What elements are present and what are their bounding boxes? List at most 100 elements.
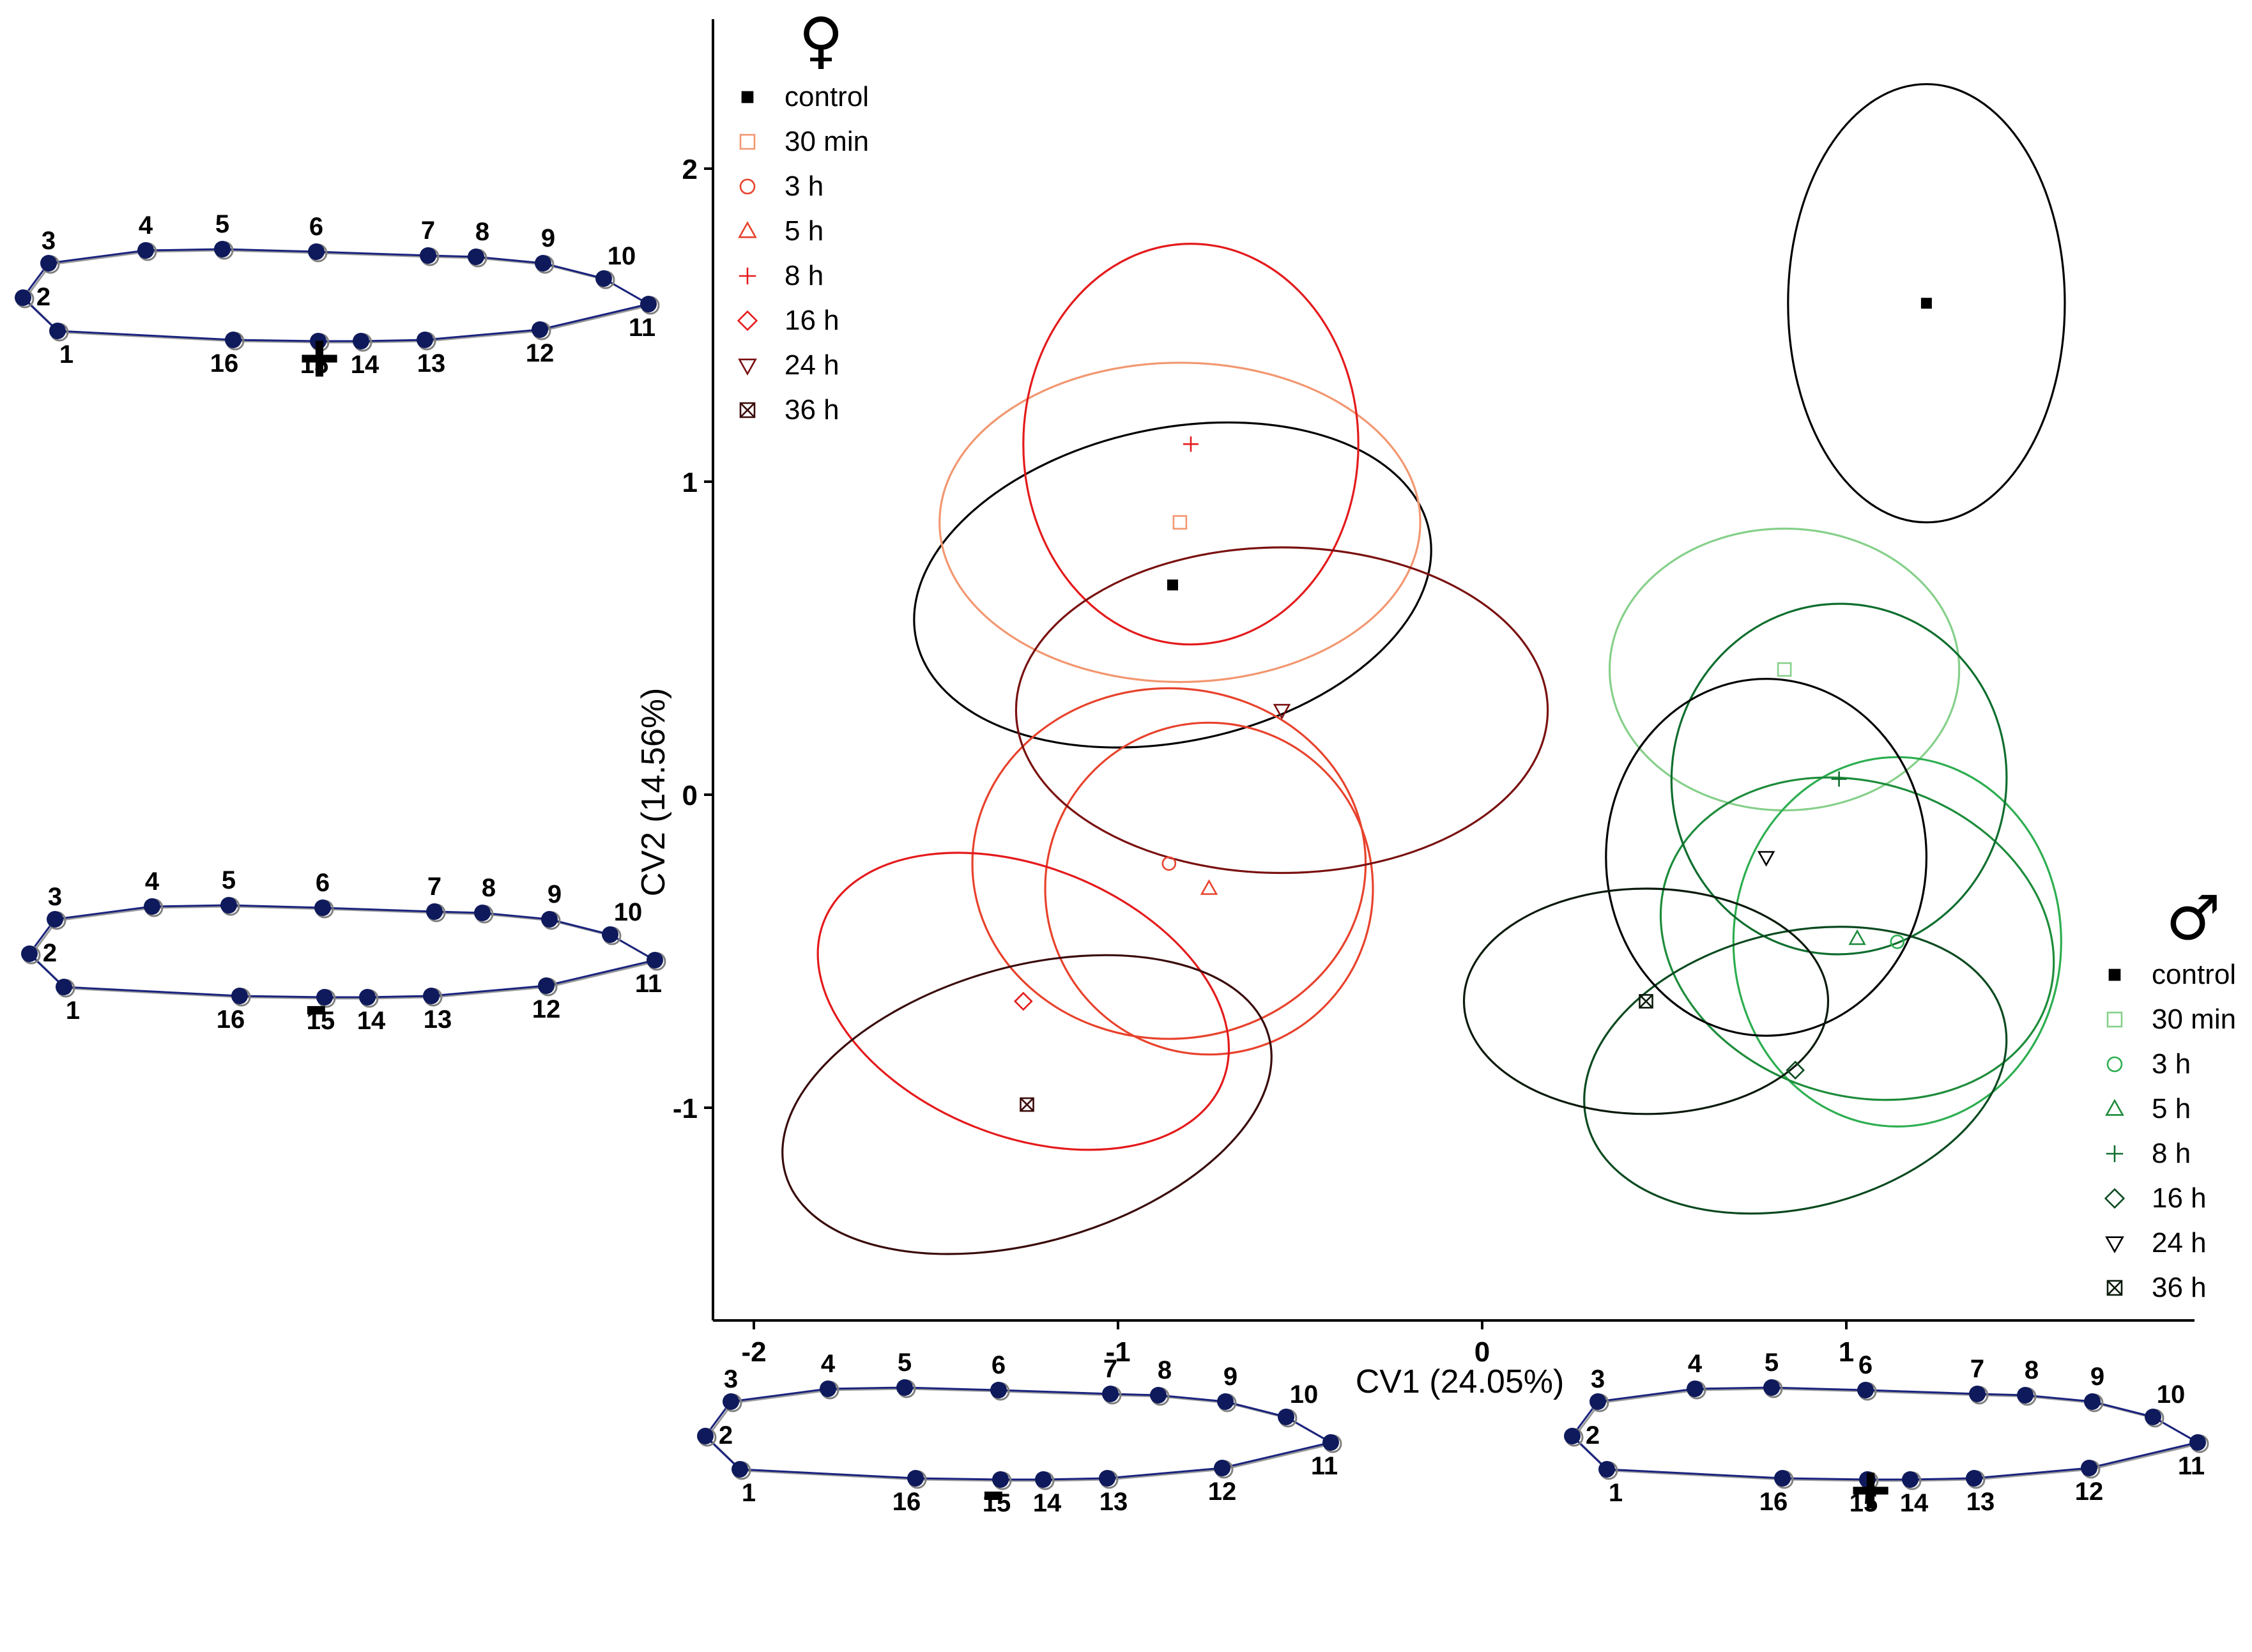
landmark-point bbox=[1099, 1470, 1115, 1487]
landmark-label: 4 bbox=[145, 868, 160, 896]
landmark-label: 7 bbox=[1970, 1355, 1984, 1383]
legend-label: 36 h bbox=[785, 394, 839, 425]
landmark-point bbox=[316, 989, 333, 1006]
landmark-point bbox=[532, 321, 548, 338]
landmark-point bbox=[2189, 1434, 2206, 1451]
legend-marker bbox=[738, 221, 757, 238]
legend-label: 30 min bbox=[785, 126, 869, 157]
legend-marker bbox=[2106, 1145, 2124, 1163]
legend-marker bbox=[739, 402, 756, 418]
landmark-label: 1 bbox=[742, 1479, 756, 1507]
landmark-point bbox=[595, 270, 612, 287]
landmark-point bbox=[2017, 1387, 2034, 1403]
ellipse-female-8-h bbox=[1022, 243, 1360, 646]
landmark-point bbox=[417, 332, 433, 348]
ellipse-male-30-min bbox=[1608, 527, 1961, 812]
landmark-label: 14 bbox=[1900, 1489, 1929, 1517]
landmark-point bbox=[426, 903, 443, 920]
centroid-male-8-h bbox=[1831, 771, 1847, 787]
centroid-female-24-h bbox=[1273, 703, 1291, 720]
centroid-male-30-min bbox=[1777, 662, 1792, 677]
landmark-label: 10 bbox=[2157, 1380, 2186, 1409]
landmark-point bbox=[896, 1379, 913, 1396]
landmark-label: 13 bbox=[417, 349, 446, 378]
landmark-label: 11 bbox=[2178, 1452, 2205, 1480]
ellipse-male-control bbox=[1787, 83, 2066, 524]
landmark-label: 13 bbox=[424, 1006, 452, 1034]
landmark-point bbox=[697, 1428, 714, 1444]
ellipse-male-8-h bbox=[1670, 602, 2008, 956]
legend-label: 24 h bbox=[785, 349, 839, 381]
landmark-point bbox=[353, 333, 369, 349]
x-tick-label: 1 bbox=[1839, 1336, 1854, 1368]
landmark-point bbox=[992, 1471, 1009, 1488]
centroid-male-24-h bbox=[1757, 851, 1775, 867]
y-tick-label: 1 bbox=[682, 467, 698, 498]
landmark-label: 8 bbox=[482, 874, 496, 902]
y-tick-label: -1 bbox=[673, 1093, 698, 1124]
landmark-point bbox=[310, 333, 326, 349]
landmark-label: 13 bbox=[1099, 1488, 1128, 1516]
landmark-label: 3 bbox=[48, 883, 62, 911]
landmark-label: 9 bbox=[2090, 1363, 2104, 1391]
landmark-point bbox=[535, 255, 551, 272]
landmark-label: 6 bbox=[309, 213, 323, 241]
axes: -2 -1 0 1 -1 0 1 2 bbox=[673, 19, 2195, 1368]
landmark-label: 7 bbox=[427, 873, 441, 901]
landmark-point bbox=[1902, 1471, 1919, 1488]
landmark-label: 12 bbox=[1208, 1478, 1237, 1506]
landmark-point bbox=[1857, 1382, 1874, 1398]
landmark-point bbox=[1278, 1409, 1294, 1425]
legend-marker bbox=[2105, 1236, 2124, 1253]
landmark-label: 16 bbox=[217, 1006, 245, 1034]
legend-entry-male-16-h: 16 h bbox=[2104, 1182, 2207, 1214]
landmark-label: 11 bbox=[1311, 1452, 1338, 1480]
landmark-point bbox=[1966, 1470, 1982, 1487]
legend-entry-male-5-h: 5 h bbox=[2105, 1093, 2191, 1124]
ellipse-female-5-h bbox=[1044, 721, 1374, 1056]
landmark-label: 9 bbox=[541, 224, 555, 252]
legend-entry-male-24-h: 24 h bbox=[2105, 1227, 2207, 1258]
landmark-point bbox=[732, 1461, 748, 1478]
landmark-label: 10 bbox=[1290, 1380, 1319, 1409]
legend-entry-male-36-h: 36 h bbox=[2106, 1272, 2207, 1303]
legend-label: 16 h bbox=[2152, 1182, 2207, 1214]
landmark-point bbox=[647, 952, 663, 968]
legend-entry-female-24-h: 24 h bbox=[738, 349, 839, 381]
landmark-point bbox=[1687, 1380, 1703, 1397]
legend-label: 8 h bbox=[2152, 1138, 2191, 1169]
centroid-female-8-h bbox=[1183, 436, 1199, 452]
landmark-point bbox=[1214, 1460, 1230, 1476]
landmark-label: 7 bbox=[421, 217, 435, 245]
landmark-label: 14 bbox=[351, 351, 379, 379]
centroid-male-36-h bbox=[1639, 994, 1653, 1009]
legend-entry-male-30-min: 30 min bbox=[2106, 1004, 2236, 1035]
shape-sign: - bbox=[982, 1451, 1006, 1529]
landmark-point bbox=[990, 1382, 1007, 1398]
landmark-label: 11 bbox=[635, 970, 662, 998]
legend-marker bbox=[741, 91, 754, 103]
centroid-female-5-h bbox=[1200, 879, 1218, 895]
landmark-point bbox=[602, 926, 618, 943]
legend-entry-female-36-h: 36 h bbox=[739, 394, 839, 425]
landmark-point bbox=[137, 242, 154, 259]
centroid-male-5-h bbox=[1848, 929, 1866, 945]
legend-marker bbox=[739, 267, 756, 285]
ellipse-male-5-h bbox=[1659, 776, 2055, 1101]
landmark-point bbox=[49, 323, 66, 339]
landmark-point bbox=[359, 989, 376, 1006]
x-tick-label: -1 bbox=[1105, 1336, 1130, 1368]
centroid-male-control bbox=[1920, 298, 1932, 309]
ellipse-female-36-h bbox=[781, 954, 1273, 1255]
landmark-label: 12 bbox=[532, 995, 561, 1023]
legend-label: 36 h bbox=[2152, 1272, 2207, 1303]
landmark-label: 3 bbox=[1591, 1365, 1605, 1393]
landmark-point bbox=[2145, 1409, 2161, 1425]
landmark-label: 6 bbox=[1858, 1351, 1873, 1379]
landmark-point bbox=[468, 249, 484, 265]
legend-marker bbox=[2104, 1188, 2126, 1209]
landmark-label: 12 bbox=[2075, 1478, 2104, 1506]
